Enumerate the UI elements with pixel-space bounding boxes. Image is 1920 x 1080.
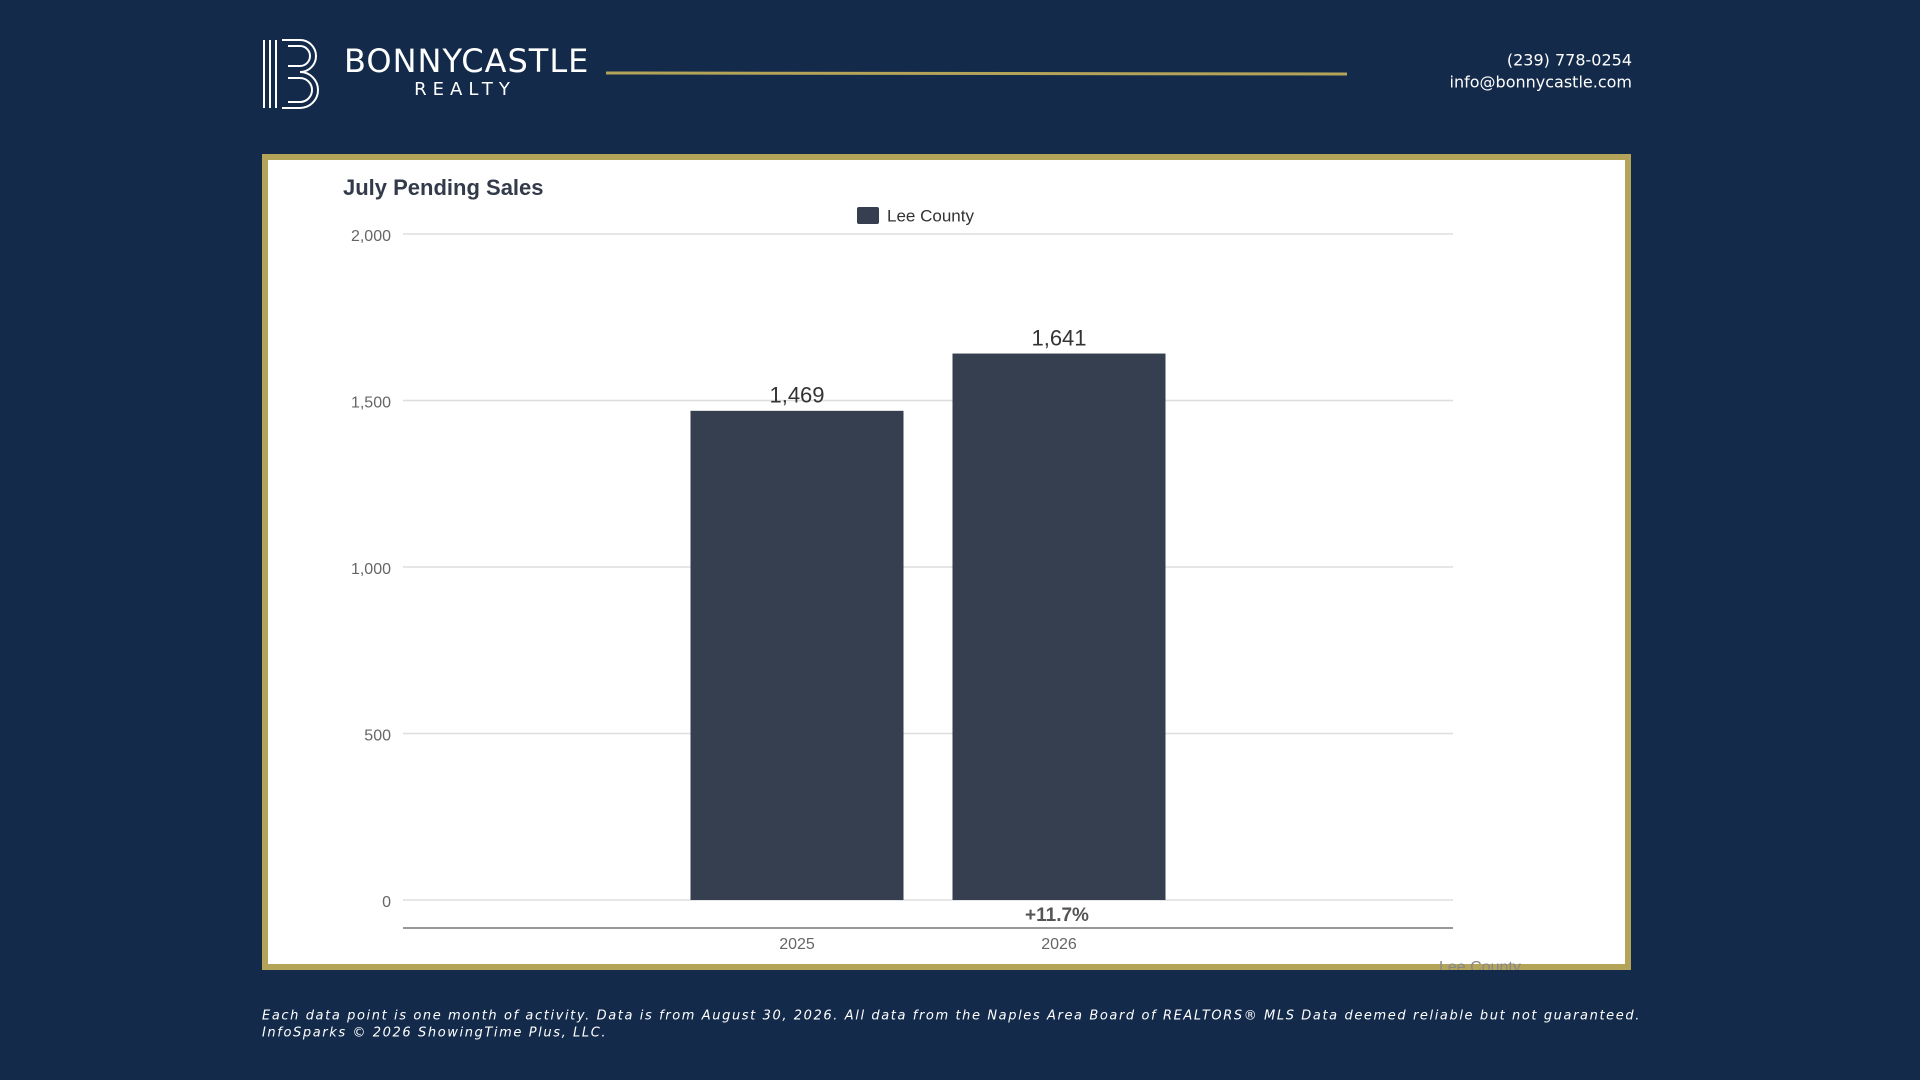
- footer-line: Each data point is one month of activity…: [262, 1009, 1641, 1024]
- brand: BONNYCASTLE: [344, 42, 589, 80]
- bar: [952, 353, 1166, 900]
- legend-label: Lee County: [887, 206, 974, 225]
- change-label: +11.7%: [1025, 905, 1089, 926]
- x-tick-label: 2025: [779, 936, 815, 953]
- source-label: Lee County: [1439, 959, 1521, 976]
- x-tick-label: 2026: [1041, 936, 1077, 953]
- email: info@bonnycastle.com: [1450, 73, 1632, 92]
- frame: [262, 154, 1631, 970]
- subbrand: REALTY: [414, 79, 516, 100]
- y-tick-label: 500: [364, 728, 391, 745]
- divider: [605, 71, 1348, 76]
- logo: [263, 39, 319, 109]
- y-tick-label: 1,500: [351, 395, 391, 412]
- bar: [690, 410, 904, 900]
- y-tick-label: 0: [382, 894, 391, 911]
- footer-line: InfoSparks © 2026 ShowingTime Plus, LLC.: [262, 1026, 607, 1041]
- chart-frame: July Pending Sales 0 500 1,000 1,500 2,000 Le…: [262, 154, 1631, 976]
- value-label: 1,641: [1031, 325, 1086, 350]
- y-tick-label: 1,000: [351, 561, 391, 578]
- y-tick-label: 2,000: [351, 228, 391, 245]
- phone: (239) 778-0254: [1507, 51, 1632, 70]
- legend-swatch: [857, 207, 879, 224]
- chart-title: July Pending Sales: [343, 175, 544, 200]
- plot: July Pending Sales 0 500 1,000 1,500 2,000 Le…: [343, 175, 1521, 976]
- value-label: 1,469: [769, 383, 824, 408]
